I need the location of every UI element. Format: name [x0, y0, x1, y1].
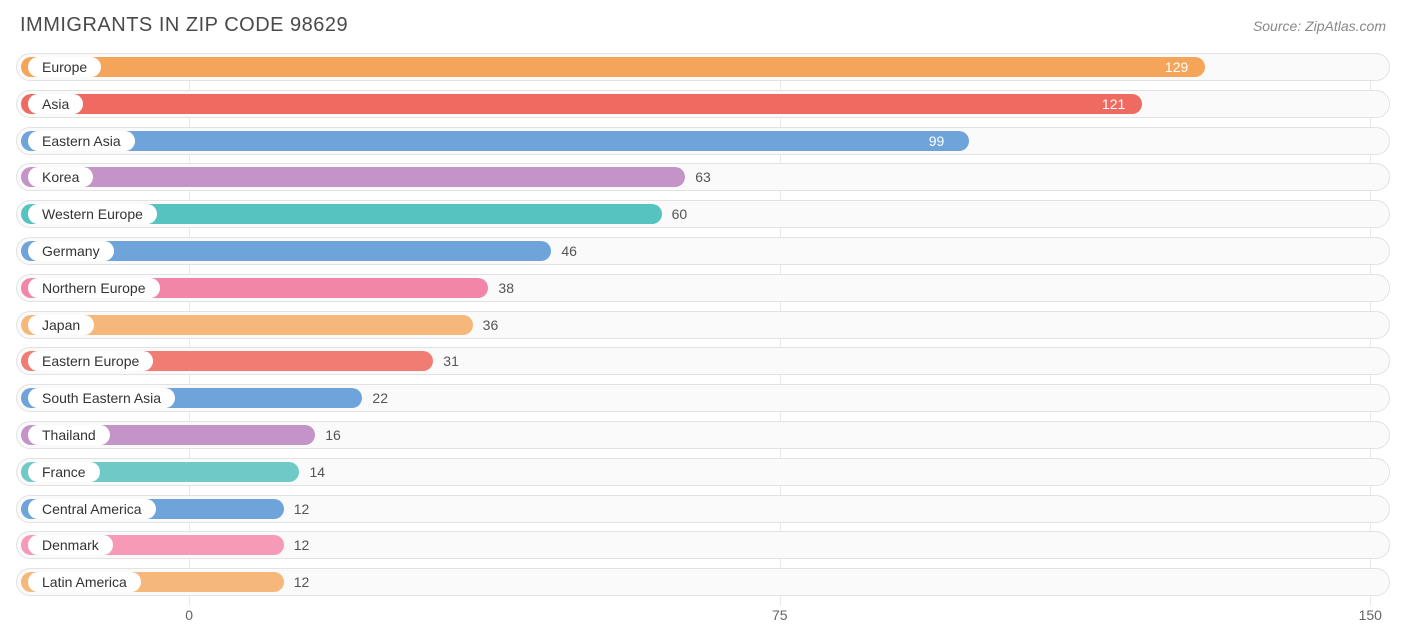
bar-label: Latin America [28, 572, 141, 592]
bar-value: 12 [294, 568, 310, 596]
bar-label: Europe [28, 57, 101, 77]
bar-label: Asia [28, 94, 83, 114]
bar-label: Germany [28, 241, 114, 261]
bar-value: 63 [695, 163, 711, 191]
x-axis-tick-label: 75 [772, 607, 788, 623]
bar-label: Japan [28, 315, 94, 335]
bar-row: Central America 12 [16, 495, 1390, 523]
bar-value: 46 [561, 237, 577, 265]
bar-value: 60 [672, 200, 688, 228]
bar-value: 129 [1165, 53, 1188, 81]
bar-fill [21, 57, 1205, 77]
bar-label: Eastern Asia [28, 131, 135, 151]
bar-label: Korea [28, 167, 93, 187]
chart-source: Source: ZipAtlas.com [1253, 18, 1386, 34]
bar-value: 38 [498, 274, 514, 302]
bar-value: 36 [483, 311, 499, 339]
bar-row: Thailand 16 [16, 421, 1390, 449]
bar-label: Central America [28, 499, 156, 519]
bar-row: Northern Europe 38 [16, 274, 1390, 302]
bar-label: South Eastern Asia [28, 388, 175, 408]
bar-label: France [28, 462, 100, 482]
bar-row: Japan 36 [16, 311, 1390, 339]
bar-row: Korea 63 [16, 163, 1390, 191]
bar-value: 12 [294, 495, 310, 523]
x-axis-tick-label: 0 [185, 607, 193, 623]
bar-row: South Eastern Asia 22 [16, 384, 1390, 412]
bar-label: Denmark [28, 535, 113, 555]
bars-area: Europe 129 Asia 121 Eastern Asia 99 Korea 63 Wes… [16, 53, 1390, 596]
bar-row: Latin America 12 [16, 568, 1390, 596]
x-axis-tick-label: 150 [1359, 607, 1382, 623]
bar-row: France 14 [16, 458, 1390, 486]
bar-fill [21, 131, 969, 151]
bar-value: 14 [309, 458, 325, 486]
bar-value: 31 [443, 347, 459, 375]
bar-row: Denmark 12 [16, 531, 1390, 559]
bar-label: Eastern Europe [28, 351, 153, 371]
chart-title: IMMIGRANTS IN ZIP CODE 98629 [20, 14, 348, 37]
bar-fill [21, 94, 1142, 114]
bar-value: 12 [294, 531, 310, 559]
bar-value: 22 [372, 384, 388, 412]
x-axis: 0 75 150 [16, 605, 1390, 629]
bar-fill [21, 167, 685, 187]
bar-row: Western Europe 60 [16, 200, 1390, 228]
bar-value: 121 [1102, 90, 1125, 118]
bar-value: 99 [929, 127, 945, 155]
bar-row: Eastern Asia 99 [16, 127, 1390, 155]
chart-header: IMMIGRANTS IN ZIP CODE 98629 Source: Zip… [16, 14, 1390, 37]
bar-row: Eastern Europe 31 [16, 347, 1390, 375]
bar-label: Northern Europe [28, 278, 160, 298]
bar-row: Asia 121 [16, 90, 1390, 118]
bar-row: Europe 129 [16, 53, 1390, 81]
bar-row: Germany 46 [16, 237, 1390, 265]
bar-label: Western Europe [28, 204, 157, 224]
chart-container: IMMIGRANTS IN ZIP CODE 98629 Source: Zip… [0, 0, 1406, 643]
bar-label: Thailand [28, 425, 110, 445]
bar-value: 16 [325, 421, 341, 449]
